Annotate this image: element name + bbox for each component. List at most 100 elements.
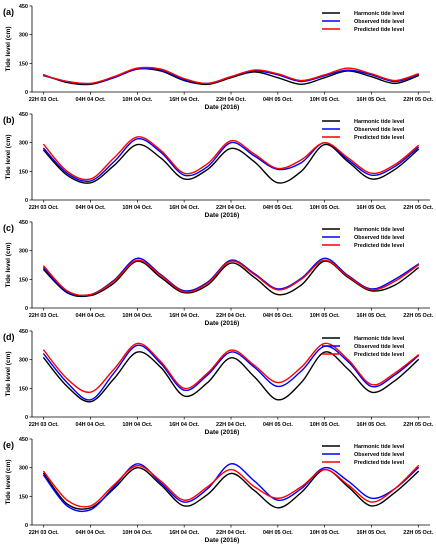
y-tick-label: 450 xyxy=(19,329,28,335)
series-line-predicted xyxy=(43,136,419,181)
chart-panel-d: (d) 0 150 300 450 22H 03 Oct. 04H 04 Oct. 10H 0… xyxy=(3,329,434,436)
x-tick-label: 22H 03 Oct. xyxy=(29,313,59,319)
y-axis-title: Tide level (cm) xyxy=(5,459,12,504)
y-tick-label: 300 xyxy=(19,466,28,472)
x-tick-label: 10H 04 Oct. xyxy=(122,205,152,211)
x-tick-label: 10H 05 Oct. xyxy=(310,313,340,319)
x-axis-title: Date (2016) xyxy=(205,212,240,219)
x-tick-label: 10H 04 Oct. xyxy=(122,422,152,428)
x-tick-label: 04H 04 Oct. xyxy=(76,313,106,319)
chart-panel-c: (c) 0 150 300 450 22H 03 Oct. 04H 04 Oct. 10H 0… xyxy=(3,220,434,327)
legend-label: Predicted tide level xyxy=(354,460,405,466)
x-tick-label: 22H 05 Oct. xyxy=(403,97,433,103)
series-line-predicted xyxy=(43,66,419,85)
x-tick-label: 16H 04 Oct. xyxy=(169,97,199,103)
x-tick-label: 10H 05 Oct. xyxy=(310,422,340,428)
x-tick-label: 04H 05 Oct. xyxy=(263,530,293,536)
x-tick-label: 22H 04 Oct. xyxy=(216,97,246,103)
y-tick-label: 0 xyxy=(25,198,28,204)
x-axis-title: Date (2016) xyxy=(205,429,240,436)
y-tick-label: 450 xyxy=(19,4,28,10)
x-tick-label: 16H 04 Oct. xyxy=(169,205,199,211)
x-tick-label: 22H 05 Oct. xyxy=(403,313,433,319)
x-axis-title: Date (2016) xyxy=(205,104,240,111)
y-tick-label: 300 xyxy=(19,141,28,147)
x-tick-label: 16H 05 Oct. xyxy=(356,205,386,211)
y-tick-label: 450 xyxy=(19,220,28,226)
x-tick-label: 16H 05 Oct. xyxy=(356,97,386,103)
series-line-predicted xyxy=(43,465,419,508)
y-axis-title: Tide level (cm) xyxy=(5,242,12,287)
x-tick-label: 10H 04 Oct. xyxy=(122,313,152,319)
x-tick-label: 04H 04 Oct. xyxy=(76,205,106,211)
x-tick-label: 04H 04 Oct. xyxy=(76,530,106,536)
x-tick-label: 22H 05 Oct. xyxy=(403,422,433,428)
x-tick-label: 10H 04 Oct. xyxy=(122,530,152,536)
legend-label: Predicted tide level xyxy=(354,352,405,358)
x-axis-title: Date (2016) xyxy=(205,320,240,327)
x-tick-label: 16H 05 Oct. xyxy=(356,313,386,319)
x-tick-label: 22H 03 Oct. xyxy=(29,205,59,211)
series-line-observed xyxy=(43,344,419,401)
series-line-observed xyxy=(43,463,419,513)
series-line-predicted xyxy=(43,342,419,394)
legend-label: Predicted tide level xyxy=(354,135,405,141)
y-tick-label: 0 xyxy=(25,90,28,96)
legend-label: Harmonic tide level xyxy=(354,227,405,233)
series-line-observed xyxy=(43,138,419,183)
x-tick-label: 22H 04 Oct. xyxy=(216,422,246,428)
x-tick-label: 16H 04 Oct. xyxy=(169,530,199,536)
panel-label: (d) xyxy=(3,332,15,342)
legend-label: Observed tide level xyxy=(354,235,405,241)
y-tick-label: 150 xyxy=(19,169,28,175)
x-tick-label: 10H 04 Oct. xyxy=(122,97,152,103)
legend-label: Observed tide level xyxy=(354,127,405,133)
legend-label: Observed tide level xyxy=(354,452,405,458)
y-tick-label: 450 xyxy=(19,112,28,118)
x-tick-label: 16H 04 Oct. xyxy=(169,422,199,428)
series-line-harmonic xyxy=(43,351,419,403)
x-tick-label: 22H 04 Oct. xyxy=(216,530,246,536)
x-tick-label: 22H 05 Oct. xyxy=(403,205,433,211)
x-tick-label: 04H 05 Oct. xyxy=(263,205,293,211)
y-axis-title: Tide level (cm) xyxy=(5,351,12,396)
legend-label: Harmonic tide level xyxy=(354,336,405,342)
legend-label: Harmonic tide level xyxy=(354,11,405,17)
x-tick-label: 22H 05 Oct. xyxy=(403,530,433,536)
x-tick-label: 04H 05 Oct. xyxy=(263,97,293,103)
legend-label: Predicted tide level xyxy=(354,243,405,249)
panel-label: (b) xyxy=(3,115,15,125)
x-tick-label: 22H 03 Oct. xyxy=(29,97,59,103)
y-tick-label: 0 xyxy=(25,415,28,421)
panel-label: (a) xyxy=(3,7,14,17)
panel-label: (e) xyxy=(3,440,14,450)
y-tick-label: 150 xyxy=(19,61,28,67)
y-tick-label: 300 xyxy=(19,33,28,39)
legend-label: Harmonic tide level xyxy=(354,444,405,450)
y-tick-label: 0 xyxy=(25,523,28,529)
y-tick-label: 150 xyxy=(19,386,28,392)
x-tick-label: 10H 05 Oct. xyxy=(310,205,340,211)
x-tick-label: 22H 04 Oct. xyxy=(216,313,246,319)
series-line-harmonic xyxy=(43,260,419,298)
y-tick-label: 150 xyxy=(19,277,28,283)
chart-panel-e: (e) 0 150 300 450 22H 03 Oct. 04H 04 Oct. 10H 0… xyxy=(3,437,434,544)
y-tick-label: 150 xyxy=(19,494,28,500)
series-line-predicted xyxy=(43,259,419,297)
x-tick-label: 04H 04 Oct. xyxy=(76,97,106,103)
x-tick-label: 04H 05 Oct. xyxy=(263,422,293,428)
x-tick-label: 10H 05 Oct. xyxy=(310,530,340,536)
chart-panel-a: (a) 0 150 300 450 22H 03 Oct. 04H 04 Oct. 10H 0… xyxy=(3,4,434,111)
x-tick-label: 22H 04 Oct. xyxy=(216,205,246,211)
y-tick-label: 300 xyxy=(19,358,28,364)
x-tick-label: 22H 03 Oct. xyxy=(29,422,59,428)
x-tick-label: 10H 05 Oct. xyxy=(310,97,340,103)
x-axis-title: Date (2016) xyxy=(205,537,240,544)
series-line-harmonic xyxy=(43,143,419,184)
y-tick-label: 0 xyxy=(25,306,28,312)
y-axis-title: Tide level (cm) xyxy=(5,134,12,179)
legend-label: Predicted tide level xyxy=(354,27,405,33)
legend-label: Observed tide level xyxy=(354,344,405,350)
chart-panel-b: (b) 0 150 300 450 22H 03 Oct. 04H 04 Oct. 10H 0… xyxy=(3,112,434,219)
